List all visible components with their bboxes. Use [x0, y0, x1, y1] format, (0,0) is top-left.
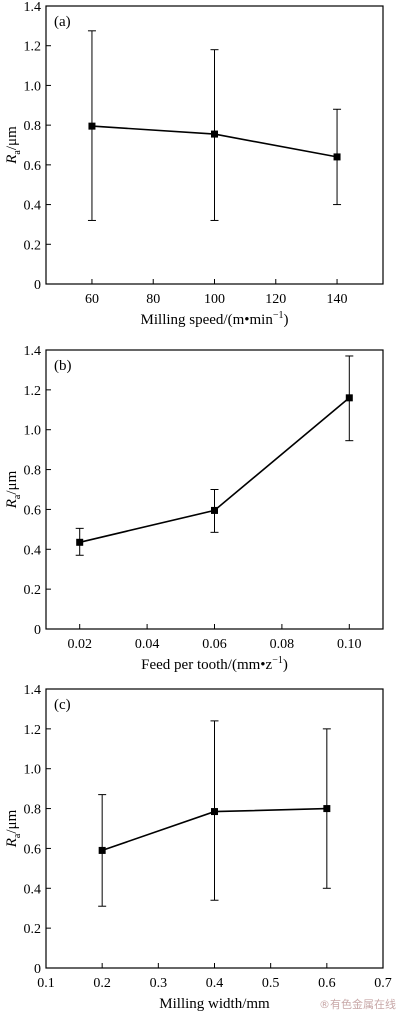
data-point-marker	[345, 394, 353, 402]
x-tick-label: 80	[146, 292, 160, 307]
y-tick-label: 1.0	[24, 79, 42, 94]
data-point-marker	[211, 808, 218, 816]
y-tick-label: 0.4	[24, 882, 42, 897]
panel-a: 0 0.2 0.4 0.6 0.8 1.0 1.2 1.4 60 80 100 120 140 (a) Mi…	[4, 0, 384, 328]
data-point-marker	[323, 805, 331, 813]
panel-label: (b)	[54, 358, 72, 374]
y-tick-label: 0.4	[24, 199, 42, 214]
y-tick-label: 0	[34, 962, 41, 977]
y-tick-label: 1.4	[24, 344, 42, 359]
x-tick-label: 0.5	[262, 976, 280, 991]
y-tick-label: 0.2	[24, 583, 42, 598]
data-point-marker	[88, 122, 96, 130]
data-point-marker	[98, 846, 106, 854]
y-tick-label: 0.6	[24, 159, 42, 174]
data-point-marker	[211, 506, 218, 514]
y-tick-label: 0	[34, 623, 41, 638]
y-tick-label: 1.0	[24, 424, 42, 439]
x-tick-label: 0.06	[202, 637, 227, 652]
y-tick-label: 0.2	[24, 922, 42, 937]
y-tick-label: 0.6	[24, 842, 42, 857]
x-tick-label: 0.1	[37, 976, 55, 991]
x-tick-label: 0.2	[93, 976, 111, 991]
y-tick-label: 1.2	[24, 40, 42, 55]
y-tick-label: 0.2	[24, 238, 42, 253]
x-tick-label: 0.02	[67, 637, 92, 652]
y-tick-label: 0.8	[24, 464, 42, 479]
y-tick-label: 0	[34, 278, 41, 293]
y-axis-title: Ra/μm	[4, 470, 23, 509]
x-axis-title: Milling speed/(m•min−1)	[141, 310, 289, 328]
y-tick-label: 1.2	[24, 384, 42, 399]
panel-label: (c)	[54, 697, 71, 713]
y-tick-label: 0.4	[24, 543, 42, 558]
x-tick-label: 60	[85, 292, 99, 307]
y-axis-title: Ra/μm	[4, 809, 23, 848]
data-point-marker	[333, 153, 341, 161]
x-tick-label: 100	[204, 292, 225, 307]
y-tick-label: 0.8	[24, 803, 42, 818]
panel-c: 0 0.2 0.4 0.6 0.8 1.0 1.2 1.4 0.1 0.2 0.3 0.4 0.5 0.6…	[4, 683, 392, 1012]
y-tick-label: 1.4	[24, 0, 42, 15]
watermark-text: ®有色金属在线	[319, 997, 396, 1011]
x-tick-label: 0.7	[374, 976, 392, 991]
y-tick-label: 0.6	[24, 503, 42, 518]
data-point-marker	[211, 130, 218, 138]
x-tick-label: 0.6	[318, 976, 336, 991]
y-axis-title: Ra/μm	[4, 126, 23, 165]
x-tick-label: 0.08	[270, 637, 295, 652]
x-tick-label: 0.4	[206, 976, 224, 991]
x-tick-label: 140	[327, 292, 348, 307]
panel-label: (a)	[54, 14, 71, 30]
y-tick-label: 1.0	[24, 763, 42, 778]
x-tick-label: 0.10	[337, 637, 362, 652]
x-tick-label: 120	[265, 292, 286, 307]
x-tick-label: 0.3	[150, 976, 168, 991]
x-tick-label: 0.04	[135, 637, 160, 652]
x-axis-title: Feed per tooth/(mm•z−1)	[141, 655, 288, 673]
y-tick-label: 0.8	[24, 119, 42, 134]
panel-b: 0 0.2 0.4 0.6 0.8 1.0 1.2 1.4 0.02 0.04 0.06 0.08 0.…	[4, 344, 384, 673]
y-tick-label: 1.4	[24, 683, 42, 698]
x-axis-title: Milling width/mm	[159, 996, 270, 1012]
y-tick-label: 1.2	[24, 723, 42, 738]
data-point-marker	[76, 538, 84, 546]
